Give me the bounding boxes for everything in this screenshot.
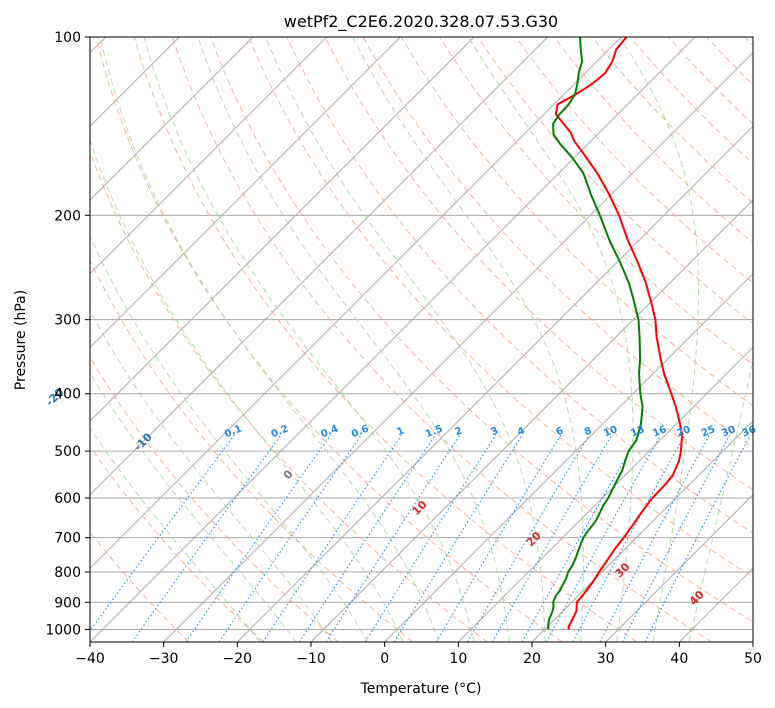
isotherm-gridline [236,125,753,642]
x-tick-label: 10 [449,651,467,667]
x-tick-label: 20 [523,651,541,667]
dry-adiabat-line [248,37,753,578]
moist-adiabat-line [688,358,753,642]
x-tick-label: −10 [296,651,326,667]
mixing-ratio-line [185,434,332,642]
mixing-ratio-label: 25 [700,424,717,439]
profile-lines [547,37,684,630]
y-tick-label: 300 [54,313,81,329]
moist-adiabat-line [90,309,333,642]
x-tick-label: −20 [223,651,253,667]
isotherm-gridline [90,37,475,422]
mixing-ratio-line [435,434,562,642]
dry-adiabat-line [133,37,638,642]
x-tick-label: 30 [597,651,615,667]
x-tick-label: 0 [380,651,389,667]
moist-adiabat-line [619,37,700,642]
y-axis-label: Pressure (hPa) [13,290,29,390]
moist-adiabat-line [99,37,439,642]
y-axis: 100 200 300 400 500 600 700 800 900 1000 [45,30,90,638]
x-tick-label: −30 [149,651,179,667]
mixing-ratio-label: 30 [720,424,737,439]
mixing-ratio-label: 1 [395,425,406,438]
mixing-ratio-label: 16 [651,424,668,439]
mixing-ratio-label: 2 [454,425,465,438]
mixing-ratio-label: 10 [602,424,619,439]
mixing-ratio-label: 13 [629,424,646,439]
mixing-ratio-line [325,434,461,642]
mixing-ratio-line [545,434,662,642]
dry-adiabat-line [171,37,712,642]
isotherm-gridline [457,346,753,642]
dry-adiabat-line [95,37,563,642]
isotherm-gridline [90,37,401,349]
y-tick-label: 700 [54,531,81,547]
y-tick-label: 900 [54,595,81,611]
y-tick-label: 100 [54,30,81,46]
isotherm-gridline [90,37,254,201]
moist-adiabat-line [90,234,369,642]
moist-adiabat-line [90,371,297,642]
y-tick-label: 800 [54,565,81,581]
dry-adiabat-line [90,259,414,642]
isotherm-gridline [90,37,549,496]
y-tick-label: 400 [54,387,81,403]
y-tick-label: 500 [54,444,81,460]
mixing-ratio-line [364,434,497,642]
moist-adiabat-line [90,138,404,642]
mixing-ratio-line [572,434,686,642]
dewpoint-profile-line [547,37,644,630]
dry-adiabat-line [210,37,753,623]
mixing-ratio-line [521,434,640,642]
y-tick-label: 600 [54,491,81,507]
isotherm-gridline [90,37,328,275]
x-axis: −40 −30 −20 −10 0 10 20 30 40 50 [75,642,762,667]
chart-title: wetPf2_C2E6.2020.328.07.53.G30 [284,12,558,32]
moist-adiabat-line [143,37,475,642]
mixing-ratio-label: 4 [516,425,527,438]
mixing-ratio-line [90,434,235,632]
dry-adiabat-line [90,445,264,642]
dry-adiabat-line [90,356,339,642]
mixing-ratio-line [644,434,751,642]
mixing-ratio-line [393,434,523,642]
isotherm-gridline [605,493,753,642]
moist-adiabat-line [352,37,584,642]
mixing-ratio-label: 36 [741,424,758,439]
y-tick-label: 200 [54,208,81,224]
x-tick-label: 50 [744,651,762,667]
mixing-ratio-line [491,434,613,642]
moist-adiabat-line [197,37,510,642]
mixing-ratio-label: 8 [583,425,594,438]
isotherm-gridline [90,37,622,570]
y-tick-label: 1000 [45,622,81,638]
x-axis-label: Temperature (°C) [360,681,482,697]
plot-frame [89,36,754,643]
moist-adiabat-line [90,427,261,642]
mixing-ratio-label: 20 [675,424,692,439]
x-tick-label: −40 [75,651,105,667]
isotherm-gridline [163,51,753,642]
mixing-ratio-line [621,434,731,642]
moist-adiabat-line [265,37,546,642]
mixing-ratio-label: 6 [554,425,565,438]
mixing-ratio-label: 3 [489,425,500,438]
isotherm-gridline [531,420,753,642]
isotherm-gridline [90,37,696,642]
x-tick-label: 40 [670,651,688,667]
dry-adiabat-line [286,37,753,534]
isotherm-gridline [384,272,753,642]
mixing-ratio-line [467,434,590,642]
dry-adiabat-line [515,37,753,284]
dry-adiabat-line [324,37,753,491]
background-lines [90,37,753,642]
mixing-ratio-line [218,434,362,642]
